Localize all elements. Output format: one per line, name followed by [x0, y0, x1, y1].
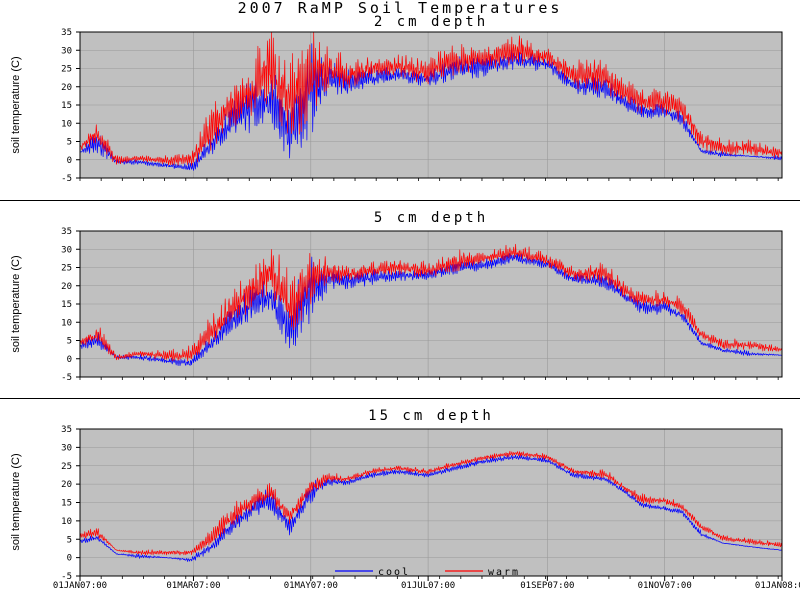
x-tick-label: 01MAY07:00: [284, 581, 338, 591]
panel-subtitle: 5 cm depth: [374, 210, 488, 226]
chart-panel: 2 cm depth soil temperature (C) -5 0 5 10 15 20…: [10, 14, 783, 184]
y-tick-label: 25: [61, 462, 72, 472]
y-tick-label: 20: [61, 83, 72, 93]
y-tick-label: 0: [67, 355, 72, 365]
x-tick-label: 01JUL07:00: [401, 581, 455, 591]
y-tick-label: 15: [61, 300, 72, 310]
series-line-warm: [79, 243, 783, 362]
panel-divider: [0, 398, 800, 399]
y-tick-label: -5: [61, 373, 72, 383]
y-tick-label: 35: [61, 425, 72, 435]
y-tick-label: 15: [61, 101, 72, 111]
y-tick-label: 5: [67, 138, 72, 148]
series-line-warm: [79, 450, 783, 556]
plot-frame: [79, 31, 783, 179]
x-tick-label: 01MAR07:00: [166, 581, 220, 591]
panel-subtitle: 15 cm depth: [368, 408, 494, 424]
plot-frame: [79, 428, 783, 577]
y-tick-label: 25: [61, 264, 72, 274]
y-tick-label: 5: [67, 535, 72, 545]
y-tick-label: 15: [61, 499, 72, 509]
x-tick-label: 01JAN07:00: [53, 581, 107, 591]
y-axis-label: soil temperature (C): [10, 56, 22, 153]
series-line-cool: [79, 43, 783, 171]
x-tick-label: 01JAN08:00: [755, 581, 800, 591]
y-tick-label: 0: [67, 156, 72, 166]
legend: cool warm: [335, 567, 520, 578]
x-tick-label: 01SEP07:00: [520, 581, 574, 591]
y-tick-label: 0: [67, 554, 72, 564]
y-tick-label: -5: [61, 174, 72, 184]
y-tick-label: 30: [61, 245, 72, 255]
y-tick-label: 30: [61, 443, 72, 453]
panel-divider: [0, 200, 800, 201]
x-tick-label: 01NOV07:00: [638, 581, 692, 591]
y-tick-label: 35: [61, 227, 72, 237]
chart-panel: 5 cm depth soil temperature (C) -5 0 5 10 15 20…: [10, 210, 783, 383]
chart-panel: 15 cm depth soil temperature (C) -5 0 5 10 15 2…: [10, 408, 800, 591]
y-tick-label: 25: [61, 65, 72, 75]
y-axis-label: soil temperature (C): [10, 453, 22, 550]
figure-title: 2007 RaMP Soil Temperatures: [238, 0, 563, 17]
y-axis-label: soil temperature (C): [10, 255, 22, 352]
y-tick-label: 35: [61, 28, 72, 38]
y-tick-label: 10: [61, 119, 72, 129]
y-tick-label: 5: [67, 337, 72, 347]
panel-subtitle: 2 cm depth: [374, 14, 488, 30]
plot-frame: [79, 230, 783, 378]
series-line-warm: [79, 31, 783, 166]
legend-label-cool: cool: [378, 567, 410, 578]
y-tick-label: 10: [61, 517, 72, 527]
y-tick-label: 30: [61, 46, 72, 56]
y-tick-label: -5: [61, 572, 72, 582]
legend-label-warm: warm: [488, 567, 520, 578]
y-tick-label: 20: [61, 282, 72, 292]
series-line-cool: [79, 454, 782, 562]
y-tick-label: 10: [61, 318, 72, 328]
y-tick-label: 20: [61, 480, 72, 490]
